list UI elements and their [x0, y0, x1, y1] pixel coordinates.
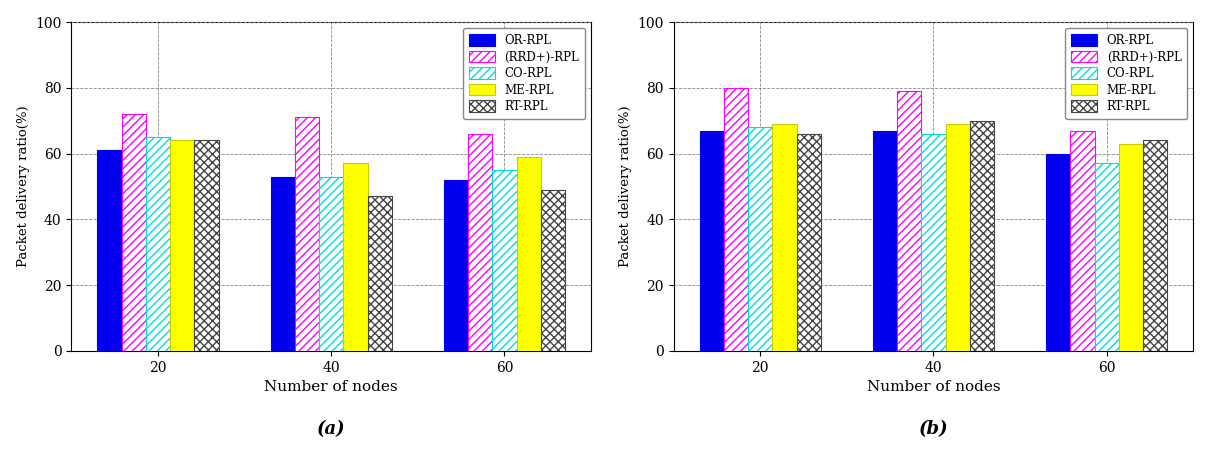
Bar: [295, 118, 319, 351]
Bar: [772, 124, 796, 351]
Bar: [970, 121, 995, 351]
Bar: [897, 91, 921, 351]
Bar: [271, 177, 295, 351]
Bar: [1143, 140, 1168, 351]
Bar: [517, 157, 541, 351]
Bar: [492, 170, 517, 351]
Bar: [921, 134, 945, 351]
Bar: [541, 190, 565, 351]
Bar: [1071, 131, 1095, 351]
Bar: [1095, 163, 1119, 351]
Title: (b): (b): [918, 420, 949, 438]
Bar: [146, 137, 171, 351]
Legend: OR-RPL, (RRD+)-RPL, CO-RPL, ME-RPL, RT-RPL: OR-RPL, (RRD+)-RPL, CO-RPL, ME-RPL, RT-R…: [463, 28, 586, 119]
Bar: [872, 131, 897, 351]
Bar: [1119, 144, 1143, 351]
Bar: [195, 140, 219, 351]
Bar: [796, 134, 820, 351]
Bar: [97, 150, 121, 351]
X-axis label: Number of nodes: Number of nodes: [866, 380, 1001, 394]
Bar: [748, 127, 772, 351]
Bar: [171, 140, 195, 351]
Y-axis label: Packet delivery ratio(%): Packet delivery ratio(%): [618, 106, 632, 267]
Bar: [368, 196, 392, 351]
Bar: [121, 114, 146, 351]
Bar: [319, 177, 344, 351]
Bar: [1047, 154, 1071, 351]
X-axis label: Number of nodes: Number of nodes: [265, 380, 398, 394]
Y-axis label: Packet delivery ratio(%): Packet delivery ratio(%): [17, 106, 30, 267]
Bar: [344, 163, 368, 351]
Title: (a): (a): [317, 420, 346, 438]
Bar: [444, 180, 468, 351]
Bar: [699, 131, 724, 351]
Legend: OR-RPL, (RRD+)-RPL, CO-RPL, ME-RPL, RT-RPL: OR-RPL, (RRD+)-RPL, CO-RPL, ME-RPL, RT-R…: [1066, 28, 1187, 119]
Bar: [945, 124, 970, 351]
Bar: [724, 88, 748, 351]
Bar: [468, 134, 492, 351]
